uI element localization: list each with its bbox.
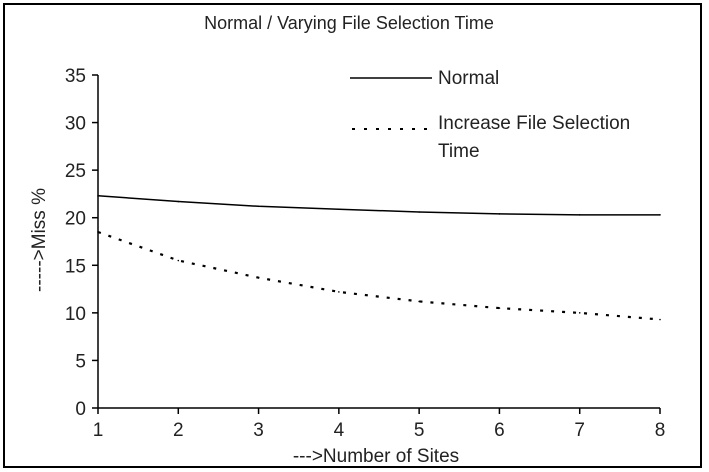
data-point	[659, 318, 661, 321]
chart-title: Normal / Varying File Selection Time	[204, 13, 494, 33]
data-point	[498, 213, 501, 215]
x-tick-label: 6	[494, 420, 505, 441]
data-point	[177, 200, 180, 203]
legend: Normal Increase File Selection Time	[350, 68, 636, 162]
x-tick-label: 4	[334, 420, 345, 441]
x-ticks: 1 2 3 4 5 6 7 8	[93, 408, 666, 441]
data-point	[338, 291, 340, 293]
data-point	[498, 307, 501, 309]
x-tick-label: 1	[93, 420, 104, 441]
x-tick-label: 3	[253, 420, 264, 441]
data-point	[659, 214, 661, 216]
y-tick-label: 30	[65, 114, 86, 135]
data-point	[578, 214, 581, 216]
data-point	[257, 205, 260, 208]
y-tick-label: 35	[65, 66, 86, 87]
data-point	[177, 259, 180, 262]
data-point	[578, 312, 581, 314]
legend-label-increase-line2: Time	[438, 141, 480, 162]
legend-label-increase-line1: Increase File Selection	[438, 113, 630, 134]
x-axis-label: --->Number of Sites	[293, 446, 459, 467]
data-point	[418, 211, 420, 213]
data-point	[97, 231, 99, 233]
data-point	[338, 208, 340, 210]
x-tick-label: 2	[173, 420, 184, 441]
series-line-normal	[97, 195, 660, 216]
legend-label-increase: Increase File Selection Time	[438, 113, 636, 162]
series-line-increase-file-selection-time	[97, 230, 661, 321]
x-tick-label: 5	[414, 420, 425, 441]
y-tick-label: 5	[75, 351, 86, 372]
y-tick-label: 25	[65, 161, 86, 182]
data-point	[257, 276, 260, 279]
y-ticks: 0 5 10 15 20 25 30 35	[65, 66, 98, 420]
x-tick-label: 7	[574, 420, 585, 441]
y-tick-label: 20	[65, 209, 86, 230]
chart-frame	[3, 3, 702, 468]
y-tick-label: 10	[65, 304, 86, 325]
legend-label-normal: Normal	[438, 68, 499, 89]
axes	[97, 75, 660, 409]
series-group	[97, 195, 661, 321]
data-point	[418, 300, 420, 303]
y-tick-label: 15	[65, 256, 86, 277]
y-tick-label: 0	[75, 399, 86, 420]
y-axis-label: ----->Miss %	[29, 188, 50, 292]
data-point	[97, 195, 99, 197]
x-tick-label: 8	[655, 420, 666, 441]
